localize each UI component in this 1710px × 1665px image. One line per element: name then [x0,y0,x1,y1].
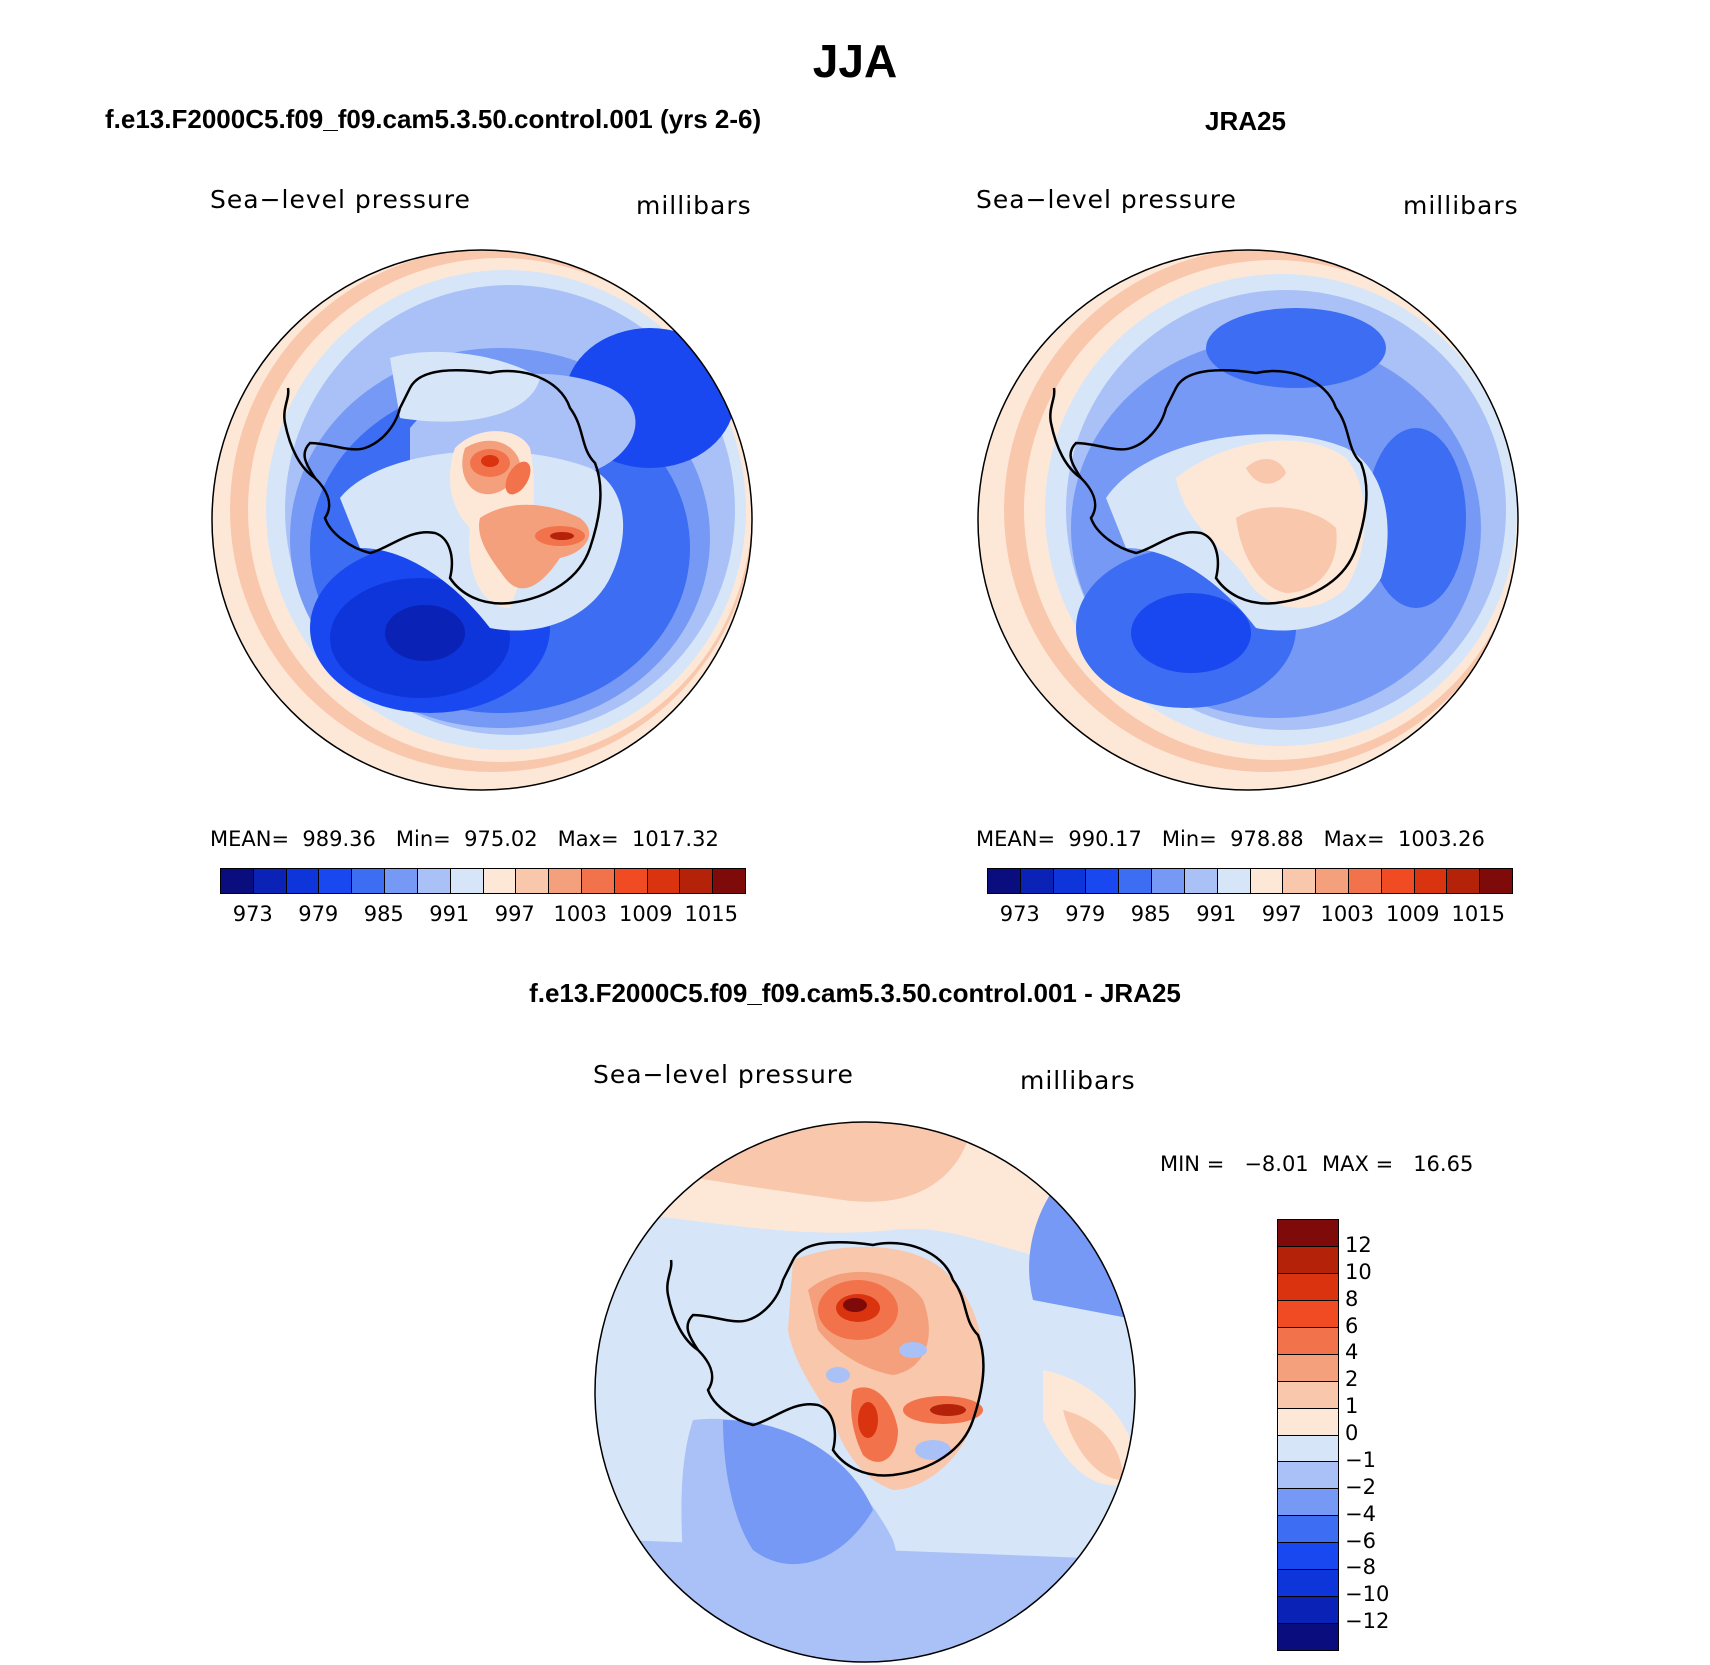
colorbar-swatch [1278,1489,1338,1517]
colorbar-swatch [1414,869,1448,893]
colorbar-tick-label: 985 [363,902,404,926]
colorbar-swatch [1278,1300,1338,1328]
colorbar-tick-label: −6 [1345,1528,1376,1553]
colorbar-swatch [1278,1327,1338,1355]
colorbar-swatch [549,869,582,893]
colorbar-swatch [450,869,484,893]
colorbar-tick-label: 979 [298,902,339,926]
colorbar-swatch [614,869,648,893]
colorbar-swatch [1278,1246,1338,1274]
colorbar-swatch [1278,1624,1338,1650]
colorbar-swatch [1283,869,1317,893]
colorbar-swatch [1184,869,1218,893]
colorbar-tick-label: 6 [1345,1313,1359,1338]
colorbar-swatch [988,869,1021,893]
colorbar-tick-label: 985 [1130,902,1171,926]
colorbar-tick-label: 1 [1345,1394,1359,1419]
colorbar-swatch [1152,869,1185,893]
colorbar-swatch [417,869,451,893]
obs-units-label: millibars [1403,191,1519,220]
colorbar-swatch [1447,869,1481,893]
colorbar-tick-label: 1015 [684,902,738,926]
colorbar-tick-label: 1009 [1386,902,1440,926]
colorbar-swatch [319,869,353,893]
colorbar-swatch [647,869,681,893]
colorbar-tick-label: 2 [1345,1367,1359,1392]
colorbar-swatch [1480,869,1512,893]
colorbar-swatch [1278,1597,1338,1625]
colorbar-tick-label: 10 [1345,1259,1372,1284]
colorbar-tick-label: 997 [494,902,535,926]
colorbar-tick-label: −1 [1345,1447,1376,1472]
colorbar-swatch [1119,869,1153,893]
colorbar-tick-label: −8 [1345,1555,1376,1580]
colorbar-swatch [1278,1462,1338,1490]
colorbar-tick-label: −4 [1345,1501,1376,1526]
model-variable-label: Sea−level pressure [210,185,471,214]
diff-colorbar [1277,1219,1339,1651]
colorbar-swatch [1053,869,1087,893]
colorbar-swatch [1278,1516,1338,1544]
colorbar-swatch [286,869,320,893]
obs-variable-label: Sea−level pressure [976,185,1237,214]
diff-panel-title: f.e13.F2000C5.f09_f09.cam5.3.50.control.… [529,978,1181,1008]
model-colorbar [220,868,746,894]
colorbar-swatch [385,869,418,893]
obs-colorbar [987,868,1513,894]
colorbar-swatch [1278,1408,1338,1436]
colorbar-tick-label: 1009 [619,902,673,926]
colorbar-swatch [221,869,254,893]
colorbar-tick-label: 973 [232,902,273,926]
colorbar-swatch [1278,1570,1338,1598]
diff-stats: MIN = −8.01 MAX = 16.65 [1160,1152,1474,1176]
colorbar-tick-label: 4 [1345,1340,1359,1365]
colorbar-tick-label: 997 [1261,902,1302,926]
obs-panel-title: JRA25 [1205,106,1286,136]
diff-polar-map [594,1121,1136,1663]
colorbar-swatch [1278,1381,1338,1409]
colorbar-tick-label: 1003 [553,902,607,926]
colorbar-tick-label: 979 [1065,902,1106,926]
colorbar-tick-label: 991 [1196,902,1237,926]
colorbar-swatch [1278,1220,1338,1247]
colorbar-tick-label: −12 [1345,1609,1390,1634]
colorbar-swatch [1278,1435,1338,1463]
diff-variable-label: Sea−level pressure [593,1060,854,1089]
colorbar-swatch [1086,869,1120,893]
colorbar-swatch [713,869,745,893]
diff-units-label: millibars [1020,1066,1136,1095]
colorbar-tick-label: 973 [999,902,1040,926]
colorbar-tick-label: 1003 [1320,902,1374,926]
colorbar-swatch [1278,1354,1338,1382]
colorbar-tick-label: −2 [1345,1474,1376,1499]
colorbar-tick-label: 12 [1345,1232,1372,1257]
colorbar-swatch [1348,869,1382,893]
colorbar-swatch [581,869,615,893]
figure-title: JJA [812,35,898,87]
colorbar-swatch [1381,869,1415,893]
model-stats: MEAN= 989.36 Min= 975.02 Max= 1017.32 [210,827,719,851]
colorbar-swatch [1020,869,1054,893]
colorbar-swatch [516,869,550,893]
colorbar-swatch [253,869,287,893]
colorbar-swatch [1278,1543,1338,1571]
colorbar-tick-label: 0 [1345,1421,1359,1445]
colorbar-swatch [1316,869,1349,893]
obs-polar-map [977,249,1519,791]
model-panel-title: f.e13.F2000C5.f09_f09.cam5.3.50.control.… [105,104,762,134]
obs-stats: MEAN= 990.17 Min= 978.88 Max= 1003.26 [976,827,1485,851]
colorbar-tick-label: 991 [429,902,470,926]
model-units-label: millibars [636,191,752,220]
colorbar-swatch [1217,869,1251,893]
colorbar-swatch [1250,869,1284,893]
colorbar-tick-label: 8 [1345,1286,1359,1311]
colorbar-swatch [483,869,517,893]
model-polar-map [211,249,753,791]
colorbar-swatch [680,869,714,893]
colorbar-swatch [352,869,386,893]
colorbar-swatch [1278,1273,1338,1301]
colorbar-tick-label: −10 [1345,1582,1390,1607]
colorbar-tick-label: 1015 [1451,902,1505,926]
